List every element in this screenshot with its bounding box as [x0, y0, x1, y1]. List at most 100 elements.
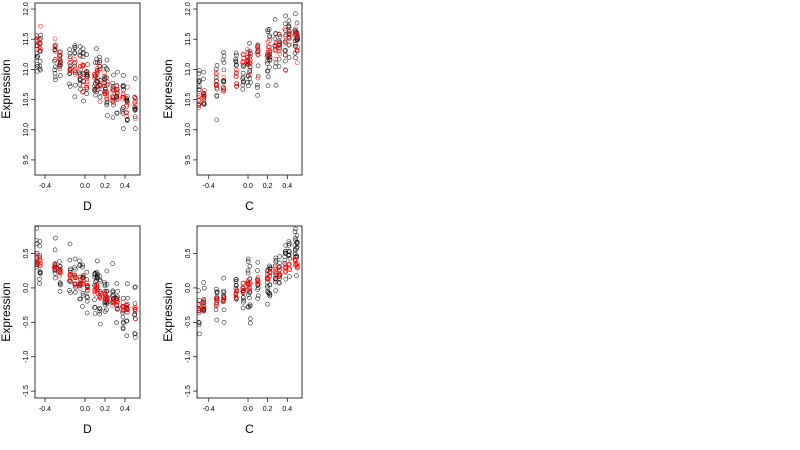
data-point: [80, 62, 86, 67]
data-point: [37, 58, 43, 64]
data-point: [72, 256, 78, 262]
data-point: [295, 239, 300, 245]
data-point: [245, 259, 251, 264]
data-point: [97, 308, 103, 314]
data-point: [37, 41, 42, 47]
data-point: [283, 243, 289, 248]
y-axis-label: Expression: [161, 282, 175, 341]
x-tick-label: 0.2: [263, 183, 273, 190]
x-tick-label: 0.0: [80, 406, 90, 413]
data-point: [93, 92, 98, 98]
data-point: [37, 48, 42, 54]
data-point: [57, 270, 62, 275]
data-point: [255, 293, 261, 299]
data-point: [213, 296, 219, 302]
data-point: [247, 67, 253, 73]
data-point: [80, 278, 86, 284]
data-point: [277, 254, 283, 259]
data-point: [255, 63, 261, 69]
y-tick-label: 12.0: [185, 2, 192, 16]
data-point: [286, 18, 292, 23]
data-point: [265, 39, 271, 45]
data-point: [233, 56, 238, 62]
data-point: [295, 47, 300, 53]
data-point: [240, 79, 246, 85]
data-point: [255, 85, 260, 90]
data-point: [286, 262, 292, 268]
y-tick-label: 9.5: [185, 155, 192, 165]
data-point: [102, 281, 108, 287]
data-point: [52, 36, 58, 42]
data-point: [102, 288, 108, 294]
data-point: [110, 96, 115, 102]
data-point: [273, 48, 279, 54]
data-point: [92, 305, 98, 310]
data-point: [67, 60, 72, 66]
data-point: [97, 78, 103, 83]
data-point: [104, 89, 110, 94]
y-tick-label: 11.0: [185, 63, 192, 76]
data-point: [267, 282, 272, 288]
data-point: [37, 268, 43, 274]
data-point: [95, 290, 100, 296]
data-point: [132, 106, 138, 112]
data-point: [292, 257, 298, 262]
data-point: [72, 43, 78, 49]
data-point: [282, 34, 288, 39]
data-point: [35, 252, 40, 258]
data-point: [77, 52, 82, 58]
data-point: [125, 84, 130, 90]
data-point: [214, 63, 220, 68]
data-point: [247, 48, 253, 54]
data-point: [267, 263, 272, 269]
data-point: [241, 63, 246, 68]
data-point: [37, 41, 43, 47]
data-point: [272, 44, 278, 49]
data-point: [85, 285, 90, 291]
x-axis-label: D: [83, 199, 92, 213]
data-point: [247, 57, 253, 63]
data-point: [277, 32, 282, 37]
data-point: [255, 82, 260, 88]
data-point: [84, 81, 90, 87]
data-point: [201, 308, 207, 314]
data-point: [104, 297, 109, 302]
data-point: [124, 113, 129, 119]
data-point: [57, 264, 63, 269]
data-point: [283, 270, 289, 275]
data-point: [80, 90, 85, 95]
data-point: [67, 56, 73, 61]
data-point: [265, 55, 271, 61]
data-point: [132, 104, 137, 110]
data-point: [276, 267, 282, 273]
data-point: [35, 255, 40, 260]
data-point: [265, 301, 270, 307]
data-point: [53, 275, 58, 281]
data-point: [234, 52, 239, 58]
data-point: [35, 238, 39, 243]
data-point: [293, 44, 298, 49]
data-point: [52, 43, 58, 49]
y-tick-label: -0.5: [185, 316, 192, 328]
data-point: [53, 77, 58, 83]
x-tick-label: -0.4: [203, 183, 215, 190]
data-point: [276, 64, 282, 69]
data-point: [120, 300, 126, 305]
data-point: [277, 273, 283, 278]
y-tick-label: 0.0: [185, 283, 192, 293]
data-point: [245, 80, 250, 85]
y-axis-label: Expression: [0, 282, 13, 341]
data-point: [53, 42, 58, 48]
data-point: [80, 46, 86, 52]
data-point: [132, 107, 138, 112]
data-point: [120, 308, 126, 314]
data-point: [80, 290, 86, 296]
data-point: [97, 58, 103, 63]
data-point: [201, 76, 206, 82]
data-point: [67, 68, 73, 74]
data-point: [294, 244, 300, 250]
data-point: [267, 57, 272, 62]
data-point: [132, 331, 137, 336]
data-point: [234, 283, 239, 288]
data-point: [240, 51, 246, 57]
